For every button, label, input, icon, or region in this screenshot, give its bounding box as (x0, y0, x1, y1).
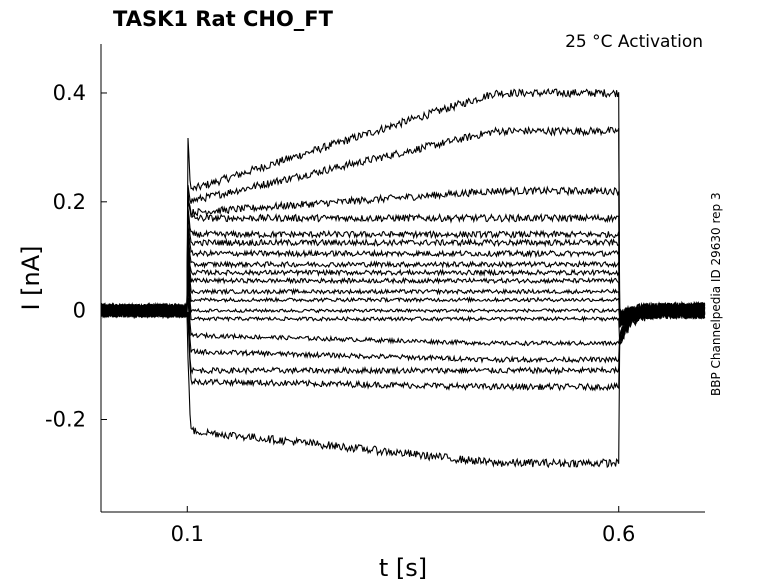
x-tick-label: 0.1 (171, 522, 204, 546)
trace-line (100, 236, 706, 327)
trace-line (100, 229, 706, 326)
trace-line (100, 302, 706, 392)
traces (100, 88, 706, 469)
axes (100, 44, 705, 513)
trace-line (100, 212, 706, 324)
trace-line (100, 185, 706, 327)
trace-line (100, 125, 706, 324)
y-tick-label: 0.2 (53, 190, 86, 214)
ticks: 0.4 0.2 0 -0.2 0.1 0.6 (45, 81, 635, 546)
y-tick-label: 0.4 (53, 81, 86, 105)
side-label: BBP Channelpedia ID 29630 rep 3 (709, 192, 723, 396)
trace-line (100, 302, 706, 469)
trace-line (100, 251, 706, 325)
trace-line (100, 302, 706, 376)
trace-line (100, 88, 706, 328)
trace-line (100, 273, 706, 345)
y-tick-label: -0.2 (45, 407, 86, 431)
trace-line (100, 283, 706, 347)
y-axis-label: I [nA] (17, 245, 45, 310)
trace-line (100, 197, 706, 326)
x-axis-label: t [s] (379, 554, 427, 582)
trace-line (100, 224, 705, 325)
condition-label: 25 °C Activation (565, 32, 703, 52)
y-tick-label: 0 (73, 299, 86, 323)
x-tick-label: 0.6 (602, 522, 635, 546)
trace-line (100, 266, 706, 323)
trace-line (100, 258, 706, 322)
trace-line (100, 244, 706, 327)
chart-title: TASK1 Rat CHO_FT (113, 7, 334, 31)
trace-line (100, 297, 706, 364)
trace-line (100, 207, 706, 328)
